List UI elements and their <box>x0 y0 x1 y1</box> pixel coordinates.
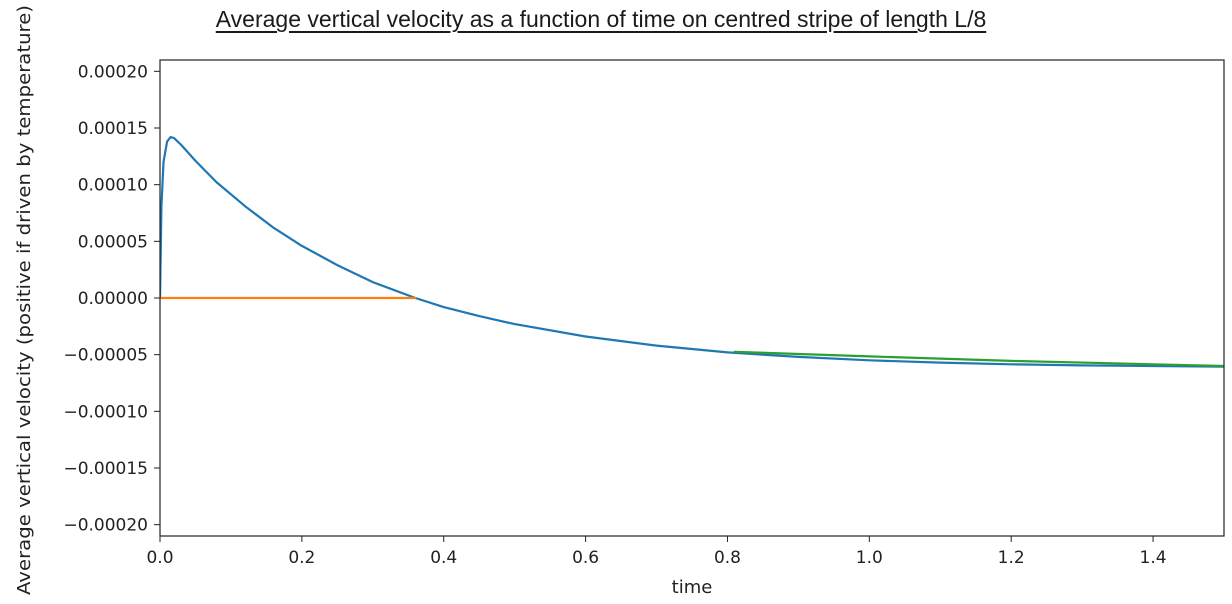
chart-title: Average vertical velocity as a function … <box>215 6 987 32</box>
x-tick-label: 0.4 <box>430 548 457 568</box>
x-tick-label: 1.2 <box>998 548 1025 568</box>
x-axis-label: time <box>672 577 713 598</box>
x-tick-label: 0.0 <box>146 548 173 568</box>
y-axis: 0.00020 0.00015 0.00010 0.00005 0.00000 −0.00… <box>63 62 160 536</box>
x-tick-label: 0.6 <box>572 548 599 568</box>
series-layer <box>160 136 1224 368</box>
x-tick-label: 0.8 <box>714 548 741 568</box>
x-tick-label: 1.4 <box>1140 548 1167 568</box>
y-tick-label: −0.00010 <box>63 402 148 422</box>
y-tick-label: 0.00005 <box>78 232 148 252</box>
y-tick-label: 0.00015 <box>78 119 148 139</box>
y-tick-label: 0.00020 <box>78 62 148 82</box>
y-tick-label: 0.00000 <box>78 289 148 309</box>
y-tick-label: −0.00005 <box>63 346 148 366</box>
y-tick-label: −0.00020 <box>63 516 148 536</box>
series-line-fit <box>733 350 1224 368</box>
y-tick-label: 0.00010 <box>78 176 148 196</box>
y-axis-label: Average vertical velocity (positive if d… <box>14 5 35 595</box>
x-axis: 0.0 0.2 0.4 0.6 0.8 1.0 1.2 1.4 <box>146 536 1167 568</box>
x-tick-label: 0.2 <box>288 548 315 568</box>
x-tick-label: 1.0 <box>856 548 883 568</box>
y-tick-label: −0.00015 <box>63 459 148 479</box>
series-line-velocity <box>160 136 1224 368</box>
chart-title-container: Average vertical velocity as a function … <box>0 6 1232 33</box>
